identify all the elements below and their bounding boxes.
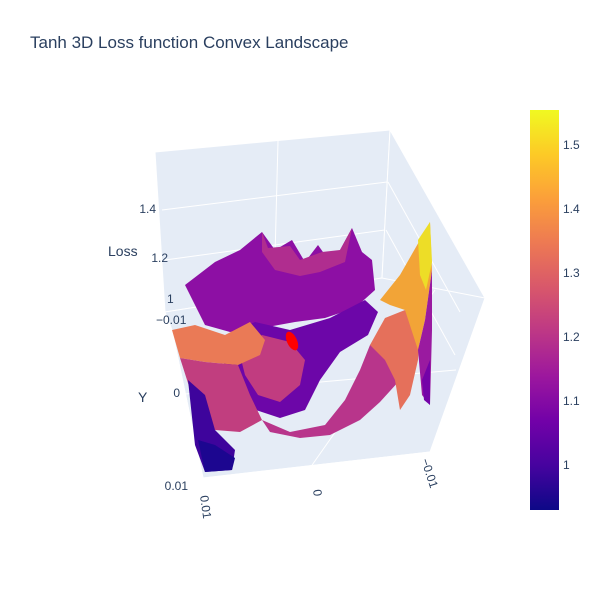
z-tick: 1.4 [139, 202, 156, 216]
colorbar-tick: 1 [563, 458, 570, 472]
colorbar-tick: 1.1 [563, 394, 580, 408]
surface-left-well [188, 380, 235, 472]
y-axis-title: Y [138, 389, 148, 405]
surface-back-plateau [185, 228, 375, 332]
chart-title: Tanh 3D Loss function Convex Landscape [30, 33, 349, 52]
z-axis-title: Loss [108, 243, 138, 259]
colorbar-tick: 1.5 [563, 138, 580, 152]
y-tick: 0.01 [165, 479, 189, 493]
z-tick: 1.2 [151, 251, 168, 265]
y-axis: −0.01 0 0.01 Y [138, 313, 188, 493]
colorbar: 1 1.1 1.2 1.3 1.4 1.5 [530, 110, 580, 510]
colorbar-tick: 1.4 [563, 202, 580, 216]
colorbar-gradient [530, 110, 559, 510]
gridline [161, 181, 388, 211]
surface-front-rim [262, 330, 400, 438]
surface-right-drop-core [422, 360, 430, 405]
z-axis: 1 1.2 1.4 Loss [108, 202, 174, 306]
minimum-marker[interactable] [283, 330, 301, 352]
surface-left-ridge [172, 322, 265, 365]
colorbar-tick: 1.3 [563, 266, 580, 280]
x-tick: −0.01 [418, 457, 441, 491]
surface-right-fold [370, 310, 420, 410]
surface-right-peak-tip [418, 222, 432, 290]
surface-back-ridge [262, 228, 352, 276]
colorbar-ticks: 1 1.1 1.2 1.3 1.4 1.5 [563, 138, 580, 472]
gridline [171, 329, 204, 479]
z-tick: 1 [167, 292, 174, 306]
gridline [203, 451, 431, 479]
x-tick: 0 [310, 488, 325, 497]
y-tick: 0 [173, 386, 180, 400]
x-tick: 0.01 [197, 494, 214, 519]
surface-left-well-core [198, 440, 235, 472]
colorbar-tick: 1.2 [563, 330, 580, 344]
marker-point [285, 331, 299, 351]
loss-surface[interactable] [172, 222, 432, 472]
y-tick: −0.01 [156, 313, 187, 327]
surface-left-slope [180, 358, 262, 432]
